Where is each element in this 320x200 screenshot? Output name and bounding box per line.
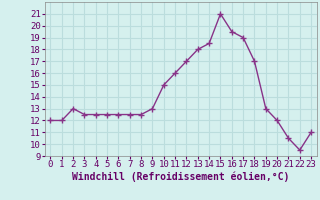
X-axis label: Windchill (Refroidissement éolien,°C): Windchill (Refroidissement éolien,°C) bbox=[72, 172, 290, 182]
